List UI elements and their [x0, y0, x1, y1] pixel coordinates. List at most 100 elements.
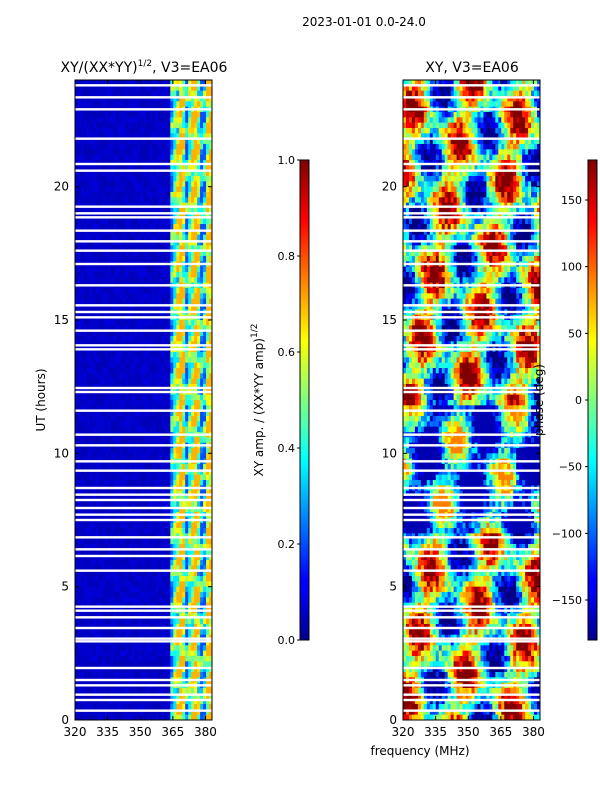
heatmap-cell [128, 90, 133, 97]
heatmap-cell [125, 618, 130, 625]
heatmap-cell [161, 368, 165, 374]
heatmap-cell [140, 117, 144, 124]
heatmap-cell [116, 288, 121, 294]
heatmap-cell [122, 133, 127, 140]
heatmap-cell [101, 256, 106, 262]
heatmap-cell [197, 437, 201, 444]
heatmap-cell [203, 506, 207, 513]
heatmap-cell [80, 528, 85, 534]
heatmap-cell [179, 538, 183, 545]
heatmap-cell [149, 224, 153, 230]
heatmap-cell [161, 325, 165, 332]
heatmap-cell [182, 293, 186, 300]
heatmap-cell [116, 597, 121, 604]
heatmap-cell [98, 176, 103, 182]
heatmap-cell [173, 576, 177, 582]
heatmap-cell [92, 234, 97, 241]
heatmap-cell [173, 618, 177, 625]
heatmap-cell [83, 656, 88, 662]
heatmap-cell [179, 645, 183, 652]
heatmap-cell [116, 469, 121, 476]
heatmap-cell [167, 117, 171, 124]
heatmap-cell [95, 538, 100, 545]
heatmap-cell [110, 421, 115, 428]
heatmap-cell [173, 245, 177, 252]
heatmap-cell [173, 101, 177, 108]
heatmap-cell [143, 304, 147, 310]
heatmap-cell [209, 453, 212, 460]
heatmap-cell [104, 250, 109, 257]
heatmap-cell [131, 522, 136, 529]
heatmap-cell [77, 464, 82, 470]
heatmap-cell [92, 544, 97, 550]
heatmap-cell [137, 186, 142, 193]
heatmap-cell [206, 336, 210, 342]
heatmap-cell [143, 501, 147, 508]
heatmap-cell [119, 138, 124, 145]
heatmap-cell [83, 570, 88, 577]
heatmap-cell [92, 277, 97, 284]
heatmap-cell [170, 560, 174, 566]
heatmap-cell [203, 277, 207, 284]
heatmap-cell [77, 197, 82, 204]
heatmap-cell [128, 144, 133, 150]
heatmap-cell [80, 426, 85, 433]
heatmap-cell [164, 117, 168, 124]
heatmap-cell [200, 570, 204, 577]
heatmap-cell [104, 522, 109, 529]
heatmap-cell [158, 112, 162, 118]
heatmap-cell [128, 330, 133, 337]
heatmap-cell [167, 336, 171, 342]
heatmap-cell [182, 506, 186, 513]
heatmap-cell [104, 570, 109, 577]
heatmap-cell [152, 405, 156, 412]
heatmap-cell [155, 522, 159, 529]
heatmap-cell [197, 122, 201, 129]
heatmap-cell [203, 80, 207, 86]
heatmap-cell [122, 90, 127, 97]
heatmap-cell [203, 576, 207, 582]
heatmap-cell [80, 453, 85, 460]
heatmap-cell [119, 154, 124, 161]
heatmap-cell [182, 378, 186, 385]
heatmap-cell [161, 357, 165, 364]
heatmap-cell [95, 501, 100, 508]
heatmap-cell [185, 138, 189, 145]
heatmap-cell [122, 277, 127, 284]
heatmap-cell [170, 368, 174, 374]
heatmap-cell [152, 245, 156, 252]
heatmap-cell [188, 437, 192, 444]
heatmap-cell [131, 538, 136, 545]
heatmap-cell [95, 192, 100, 198]
heatmap-cell [209, 229, 212, 236]
heatmap-cell [200, 544, 204, 550]
heatmap-cell [83, 138, 88, 145]
heatmap-cell [95, 197, 100, 204]
heatmap-cell [170, 586, 174, 593]
heatmap-cell [161, 426, 165, 433]
heatmap-cell [125, 656, 130, 662]
heatmap-cell [149, 101, 153, 108]
heatmap-cell [185, 176, 189, 182]
heatmap-cell [209, 117, 212, 124]
heatmap-cell [176, 400, 180, 406]
heatmap-cell [125, 293, 130, 300]
heatmap-cell [143, 208, 147, 214]
heatmap-cell [191, 117, 195, 124]
heatmap-cell [170, 272, 174, 278]
heatmap-cell [200, 288, 204, 294]
heatmap-cell [146, 464, 150, 470]
heatmap-cell [149, 629, 153, 636]
heatmap-cell [182, 586, 186, 593]
heatmap-cell [101, 544, 106, 550]
heatmap-cell [92, 554, 97, 561]
heatmap-cell [77, 90, 82, 97]
heatmap-cell [86, 154, 91, 161]
heatmap-cell [146, 256, 150, 262]
heatmap-cell [152, 645, 156, 652]
heatmap-cell [101, 629, 106, 636]
heatmap-cell [113, 618, 118, 625]
heatmap-cell [107, 288, 112, 294]
heatmap-cell [107, 501, 112, 508]
heatmap-cell [101, 277, 106, 284]
